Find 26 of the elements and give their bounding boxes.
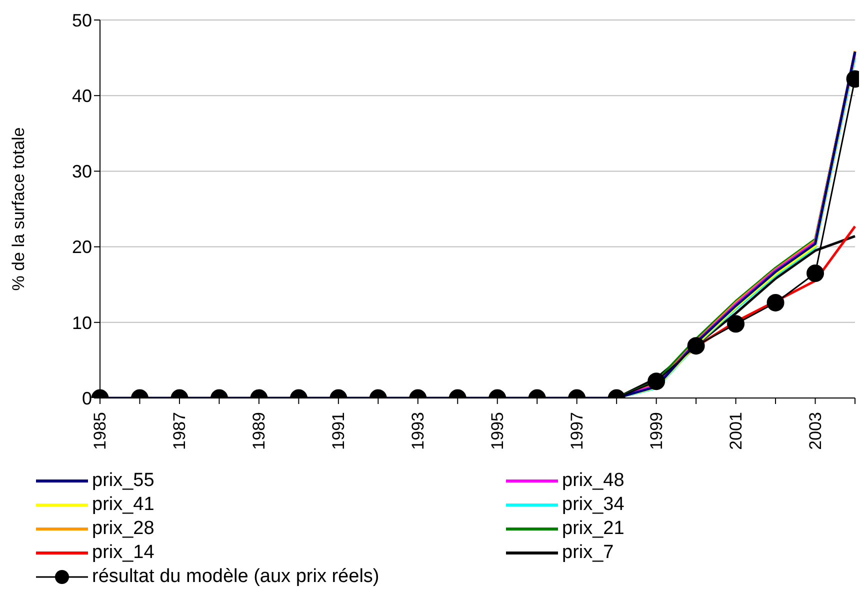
y-axis-title: % de la surface totale bbox=[9, 127, 28, 291]
legend-label: prix_28 bbox=[92, 518, 154, 540]
y-tick-label: 30 bbox=[72, 162, 92, 182]
legend-label: prix_41 bbox=[92, 494, 154, 516]
legend-label: résultat du modèle (aux prix réels) bbox=[92, 566, 380, 588]
y-tick-label: 0 bbox=[82, 388, 92, 408]
legend-label: prix_21 bbox=[562, 518, 624, 540]
x-tick-label: 1987 bbox=[170, 412, 189, 450]
x-tick-label: 1997 bbox=[567, 412, 586, 450]
x-tick-label: 1985 bbox=[90, 412, 110, 450]
x-tick-label: 1993 bbox=[408, 412, 428, 450]
y-tick-label: 50 bbox=[72, 10, 92, 30]
x-tick-label: 1995 bbox=[488, 412, 507, 450]
y-tick-label: 20 bbox=[72, 237, 92, 258]
x-tick-label: 2003 bbox=[806, 412, 825, 450]
legend-label: prix_48 bbox=[562, 470, 624, 492]
y-tick-label: 40 bbox=[72, 86, 92, 106]
x-tick-label: 2001 bbox=[726, 412, 746, 450]
y-tick-label: 10 bbox=[72, 312, 92, 333]
legend-label: prix_7 bbox=[562, 542, 614, 564]
legend-label: prix_14 bbox=[92, 542, 154, 564]
legend-label: prix_55 bbox=[92, 470, 154, 492]
x-tick-label: 1991 bbox=[328, 412, 348, 450]
x-tick-label: 1989 bbox=[249, 412, 268, 450]
legend-label: prix_34 bbox=[562, 494, 624, 516]
x-tick-label: 1999 bbox=[646, 412, 666, 450]
